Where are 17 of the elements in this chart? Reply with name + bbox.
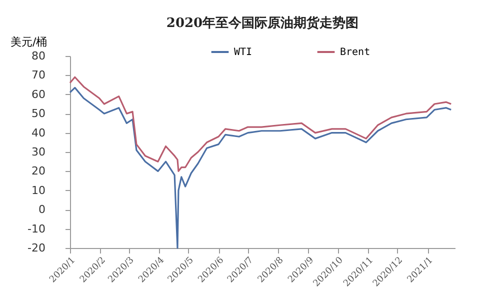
line-series	[69, 86, 452, 249]
legend-label: WTI	[234, 47, 252, 58]
y-tick-label: 60	[32, 88, 46, 101]
chart-title: 2020年至今国际原油期货走势图	[166, 15, 359, 31]
y-tick-label: 80	[32, 50, 46, 62]
y-tick-label: -10	[28, 222, 46, 236]
y-tick-label: 0	[38, 203, 46, 216]
line-series	[69, 76, 452, 172]
y-axis-title: 美元/桶	[10, 36, 48, 48]
legend-label: Brent	[340, 47, 370, 58]
y-tick-label: 30	[32, 146, 46, 158]
y-tick-label: 50	[32, 107, 46, 120]
y-tick-label: 20	[32, 164, 46, 178]
y-tick-label: -20	[28, 242, 46, 254]
y-tick-label: 40	[32, 126, 46, 140]
y-tick-label: 70	[32, 68, 46, 82]
y-tick-label: 10	[32, 184, 46, 197]
